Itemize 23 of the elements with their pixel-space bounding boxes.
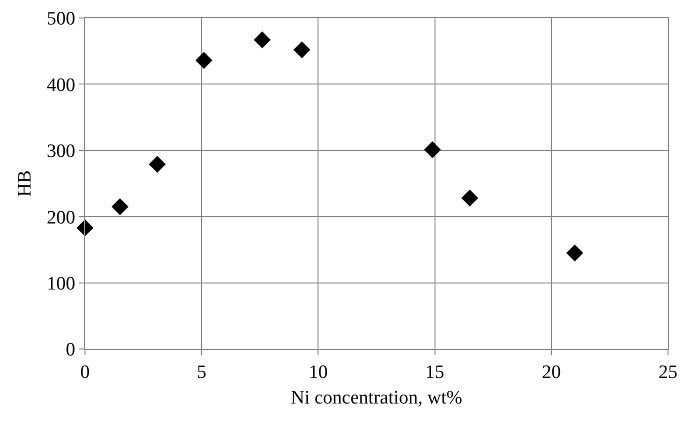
point [195,52,212,69]
y-tick-label: 300 [46,141,76,162]
point [424,141,441,158]
point [254,31,271,48]
point [112,198,128,216]
x-tick-label: 0 [80,362,90,383]
x-tick-label: 25 [658,362,678,383]
y-tick-label: 100 [46,273,76,294]
x-tick-label: 10 [308,362,328,383]
point [76,219,94,236]
y-tick-label: 400 [46,74,76,96]
point [293,41,310,58]
x-tick-label: 15 [425,362,444,383]
y-axis-title: HB [14,170,36,197]
x-tick-label: 5 [196,362,206,383]
y-tick-label: 0 [66,340,76,361]
point [461,190,478,207]
x-axis-title: Ni concentration, wt% [290,388,462,409]
x-tick-label: 20 [542,362,561,383]
point [148,156,166,173]
y-tick-label: 500 [46,8,76,30]
y-tick-label: 200 [46,207,76,228]
point [566,244,584,262]
